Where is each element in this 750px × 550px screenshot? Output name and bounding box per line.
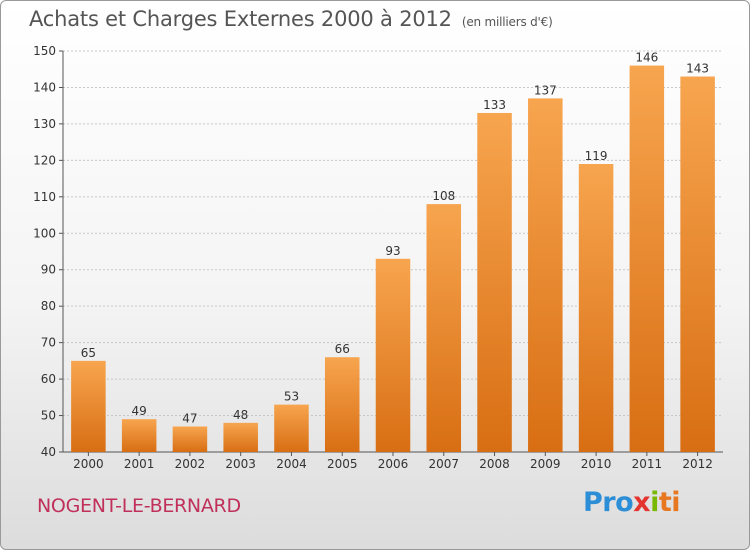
x-tick-label-2012: 2012 — [682, 457, 713, 471]
x-tick-label-2008: 2008 — [479, 457, 510, 471]
bar-2001 — [121, 419, 157, 452]
y-tick-label: 40 — [41, 445, 56, 459]
x-tick-label-2011: 2011 — [632, 457, 663, 471]
data-label-2012: 143 — [686, 62, 709, 76]
commune-name: NOGENT-LE-BERNARD — [37, 495, 241, 517]
y-tick-label: 110 — [33, 190, 56, 204]
y-tick-label: 90 — [41, 263, 56, 277]
y-tick-label: 70 — [41, 336, 56, 350]
y-tick-label: 120 — [33, 153, 56, 167]
y-tick-label: 130 — [33, 117, 56, 131]
bar-2006 — [375, 258, 411, 452]
data-label-2003: 48 — [233, 408, 248, 422]
data-label-2004: 53 — [284, 390, 299, 404]
logo-part-4: ti — [658, 487, 681, 518]
data-label-2005: 66 — [335, 342, 350, 356]
bar-2003 — [223, 422, 258, 452]
data-label-2011: 146 — [635, 51, 658, 65]
bar-2008 — [477, 112, 512, 453]
proxiti-logo: Proxiti — [583, 487, 681, 518]
x-tick-label-2007: 2007 — [428, 457, 459, 471]
bar-2004 — [274, 404, 309, 452]
data-label-2010: 119 — [585, 149, 608, 163]
y-tick-label: 60 — [41, 372, 56, 386]
x-tick-label-2005: 2005 — [327, 457, 358, 471]
logo-part-2: x — [633, 487, 651, 518]
x-tick-label-2010: 2010 — [581, 457, 612, 471]
x-tick-label-2006: 2006 — [378, 457, 409, 471]
chart-title-text: Achats et Charges Externes 2000 à 2012 — [29, 7, 452, 31]
bar-2000 — [71, 360, 106, 452]
x-tick-label-2001: 2001 — [124, 457, 155, 471]
logo-part-1: Pro — [583, 487, 634, 518]
bar-2011 — [629, 65, 665, 452]
data-label-2007: 108 — [432, 189, 455, 203]
data-label-2001: 49 — [132, 404, 147, 418]
chart-title: Achats et Charges Externes 2000 à 2012 (e… — [29, 7, 553, 31]
y-tick-label: 140 — [33, 80, 56, 94]
y-tick-label: 100 — [33, 226, 56, 240]
chart-unit-label: (en milliers d'€) — [461, 15, 553, 29]
x-tick-label-2003: 2003 — [225, 457, 256, 471]
x-tick-label-2000: 2000 — [73, 457, 104, 471]
bar-2002 — [172, 426, 208, 452]
data-label-2008: 133 — [483, 98, 506, 112]
logo-part-3: i — [650, 487, 659, 518]
data-label-2009: 137 — [534, 83, 557, 97]
x-tick-label-2002: 2002 — [175, 457, 206, 471]
x-tick-label-2004: 2004 — [276, 457, 307, 471]
data-label-2002: 47 — [182, 411, 197, 425]
bar-2012 — [680, 76, 715, 452]
x-tick-label-2009: 2009 — [530, 457, 561, 471]
bar-2009 — [528, 98, 563, 453]
y-tick-label: 50 — [41, 409, 56, 423]
y-tick-label: 150 — [33, 44, 56, 58]
data-label-2006: 93 — [385, 244, 400, 258]
data-label-2000: 65 — [81, 346, 96, 360]
y-tick-label: 80 — [41, 299, 56, 313]
bar-2005 — [324, 357, 360, 452]
bar-2007 — [426, 204, 462, 452]
bar-2010 — [578, 164, 614, 452]
